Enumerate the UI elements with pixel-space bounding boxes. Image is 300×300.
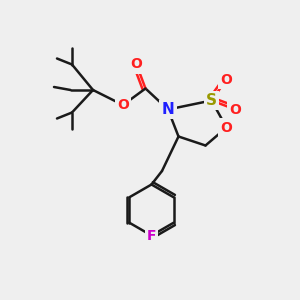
Text: N: N (162, 102, 174, 117)
Text: F: F (147, 229, 156, 242)
Text: O: O (230, 103, 242, 116)
Text: S: S (206, 93, 217, 108)
Text: O: O (220, 73, 232, 86)
Text: O: O (130, 58, 142, 71)
Text: O: O (117, 98, 129, 112)
Text: O: O (220, 121, 232, 134)
